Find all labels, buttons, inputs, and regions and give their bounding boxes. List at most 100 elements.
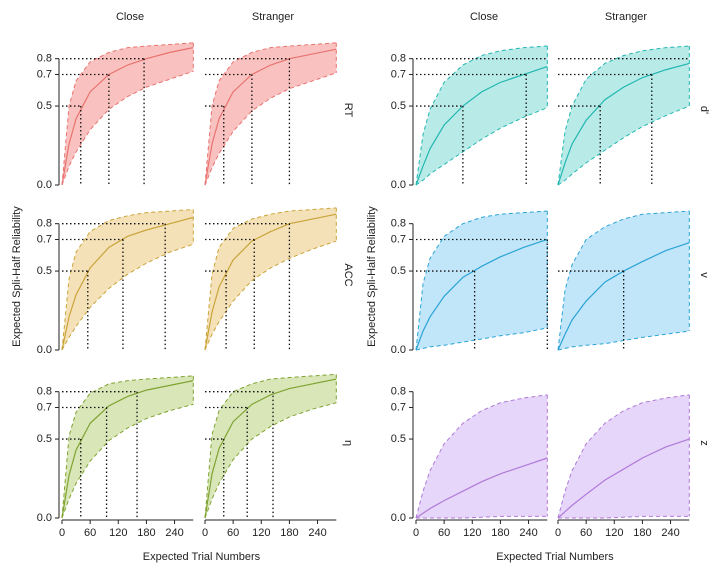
upper-bound bbox=[415, 394, 548, 519]
y-axis-label: Expected Spli-Half Reliability bbox=[11, 206, 23, 347]
ribbon bbox=[558, 394, 690, 518]
ribbon bbox=[416, 46, 548, 186]
ribbon bbox=[62, 42, 194, 185]
column-header: Close bbox=[116, 11, 144, 23]
upper-bound bbox=[61, 42, 194, 186]
y-tick-label: 0.7 bbox=[391, 233, 406, 245]
column-header: Stranger bbox=[252, 11, 295, 23]
y-tick-label: 0.5 bbox=[391, 265, 406, 277]
upper-bound bbox=[557, 394, 690, 519]
lower-bound bbox=[204, 240, 337, 351]
x-axis-label: Expected Trial Numbers bbox=[496, 551, 614, 563]
y-tick-label: 0.8 bbox=[37, 53, 52, 65]
row-label: d' bbox=[698, 106, 710, 114]
upper-bound bbox=[415, 45, 548, 186]
y-tick-label: 0.5 bbox=[391, 100, 406, 112]
x-tick-label: 240 bbox=[308, 527, 326, 539]
x-tick-label: 60 bbox=[580, 527, 592, 539]
upper-bound bbox=[61, 375, 194, 519]
y-tick-label: 0.5 bbox=[37, 100, 52, 112]
upper-bound bbox=[557, 45, 690, 186]
column-header: Close bbox=[470, 11, 498, 23]
lower-bound bbox=[204, 402, 337, 519]
row-label: η bbox=[342, 440, 354, 446]
y-tick-label: 0.0 bbox=[391, 344, 406, 356]
median-line bbox=[204, 213, 337, 351]
row-label: ACC bbox=[342, 263, 354, 286]
y-tick-label: 0.8 bbox=[391, 53, 406, 65]
ribbon bbox=[62, 209, 194, 350]
y-tick-label: 0.7 bbox=[37, 68, 52, 80]
x-tick-label: 180 bbox=[633, 527, 651, 539]
y-tick-label: 0.0 bbox=[37, 344, 52, 356]
row-label: v bbox=[698, 272, 710, 278]
y-tick-label: 0.5 bbox=[37, 433, 52, 445]
y-tick-label: 0.7 bbox=[391, 68, 406, 80]
ribbon bbox=[416, 394, 548, 518]
y-tick-label: 0.5 bbox=[37, 265, 52, 277]
x-tick-label: 0 bbox=[59, 527, 65, 539]
y-tick-label: 0.8 bbox=[391, 386, 406, 398]
median-line bbox=[204, 378, 337, 519]
lower-bound bbox=[557, 105, 690, 186]
median-line bbox=[557, 438, 690, 519]
ribbon bbox=[62, 375, 194, 518]
y-axis-label: Expected Spli-Half Reliability bbox=[366, 206, 378, 347]
lower-bound bbox=[61, 243, 194, 351]
y-tick-label: 0.0 bbox=[391, 179, 406, 191]
x-tick-label: 120 bbox=[109, 527, 127, 539]
x-tick-label: 0 bbox=[555, 527, 561, 539]
y-tick-label: 0.7 bbox=[391, 401, 406, 413]
ribbon bbox=[416, 211, 548, 350]
x-tick-label: 0 bbox=[413, 527, 419, 539]
upper-bound bbox=[204, 42, 337, 186]
median-line bbox=[415, 457, 548, 519]
x-tick-label: 120 bbox=[605, 527, 623, 539]
y-tick-label: 0.5 bbox=[391, 433, 406, 445]
median-line bbox=[61, 216, 194, 351]
ribbon bbox=[558, 46, 690, 186]
y-tick-label: 0.8 bbox=[391, 218, 406, 230]
y-tick-label: 0.7 bbox=[37, 233, 52, 245]
median-line bbox=[557, 242, 690, 351]
upper-bound bbox=[204, 207, 337, 351]
x-tick-label: 60 bbox=[84, 527, 96, 539]
ribbon bbox=[205, 42, 337, 185]
x-tick-label: 240 bbox=[165, 527, 183, 539]
ribbon bbox=[205, 374, 337, 518]
x-tick-label: 240 bbox=[519, 527, 537, 539]
x-tick-label: 180 bbox=[137, 527, 155, 539]
lower-bound bbox=[416, 515, 548, 519]
x-tick-label: 0 bbox=[202, 527, 208, 539]
y-tick-label: 0.0 bbox=[391, 512, 406, 524]
row-label: RT bbox=[342, 103, 354, 118]
ribbon bbox=[205, 207, 337, 350]
y-tick-label: 0.0 bbox=[37, 179, 52, 191]
lower-bound bbox=[415, 107, 548, 186]
x-tick-label: 60 bbox=[227, 527, 239, 539]
y-tick-label: 0.0 bbox=[37, 512, 52, 524]
x-axis-label: Expected Trial Numbers bbox=[143, 551, 261, 563]
x-tick-label: 120 bbox=[463, 527, 481, 539]
upper-bound bbox=[61, 208, 194, 351]
x-tick-label: 180 bbox=[491, 527, 509, 539]
y-tick-label: 0.8 bbox=[37, 218, 52, 230]
upper-bound bbox=[415, 210, 548, 351]
y-tick-label: 0.8 bbox=[37, 386, 52, 398]
x-tick-label: 120 bbox=[252, 527, 270, 539]
median-line bbox=[415, 238, 548, 351]
lower-bound bbox=[204, 72, 337, 186]
lower-bound bbox=[415, 327, 548, 351]
x-tick-label: 180 bbox=[280, 527, 298, 539]
upper-bound bbox=[204, 373, 337, 519]
lower-bound bbox=[61, 70, 194, 186]
x-tick-label: 240 bbox=[661, 527, 679, 539]
y-tick-label: 0.7 bbox=[37, 401, 52, 413]
median-line bbox=[61, 380, 194, 519]
lower-bound bbox=[557, 330, 690, 351]
lower-bound bbox=[558, 515, 690, 519]
row-label: z bbox=[698, 440, 710, 446]
column-header: Stranger bbox=[605, 11, 648, 23]
median-line bbox=[557, 62, 690, 186]
